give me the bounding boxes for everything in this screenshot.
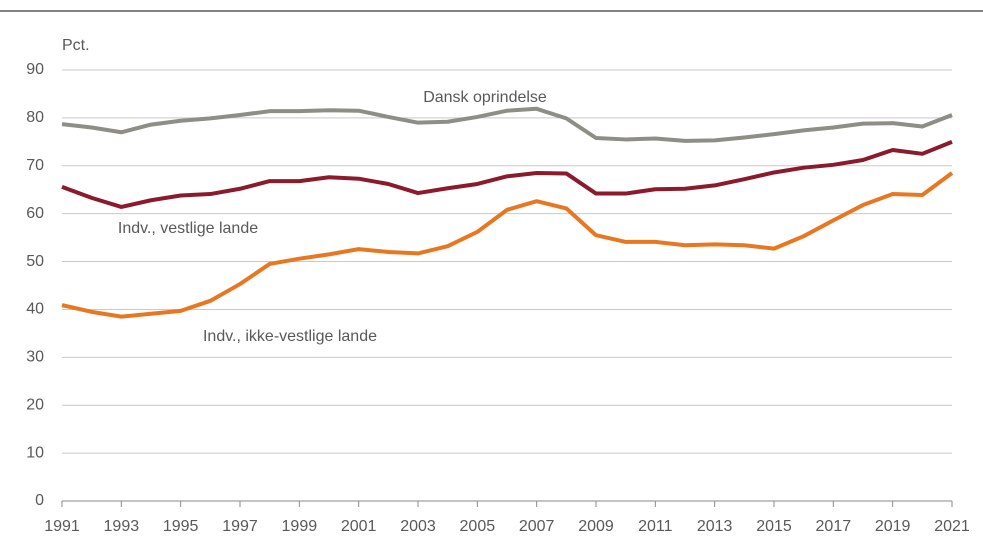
y-tick-label: 70 [26,157,44,174]
x-tick-label: 2007 [519,518,555,535]
x-tick-label: 1993 [104,518,140,535]
y-tick-label: 10 [26,444,44,461]
x-tick-label: 2003 [400,518,436,535]
y-tick-label: 60 [26,205,44,222]
x-tick-label: 1995 [163,518,199,535]
series-label: Indv., vestlige lande [118,220,258,237]
y-tick-label: 0 [35,492,44,509]
series-line [61,171,954,319]
x-tick-label: 2011 [638,518,673,535]
y-tick-label: 40 [26,301,44,318]
x-tick-label: 1999 [282,518,318,535]
y-tick-label: 80 [26,109,44,126]
x-tick-label: 2017 [816,518,852,535]
series-label: Indv., ikke-vestlige lande [203,328,377,345]
x-tick-label: 2001 [341,518,377,535]
x-tick-label: 2005 [460,518,496,535]
x-tick-label: 1997 [222,518,258,535]
x-tick-label: 2015 [756,518,792,535]
y-axis-label: Pct. [62,37,90,54]
series-line [61,139,953,209]
x-tick-label: 2009 [578,518,614,535]
x-tick-label: 2013 [697,518,733,535]
x-tick-label: 2019 [875,518,911,535]
y-tick-label: 30 [26,349,44,366]
series-line [61,106,953,143]
x-tick-label: 2021 [934,518,970,535]
y-tick-label: 20 [26,396,44,413]
series-label: Dansk oprindelse [423,89,547,106]
x-tick-label: 1991 [44,518,80,535]
y-tick-label: 90 [26,61,44,78]
y-tick-label: 50 [26,253,44,270]
